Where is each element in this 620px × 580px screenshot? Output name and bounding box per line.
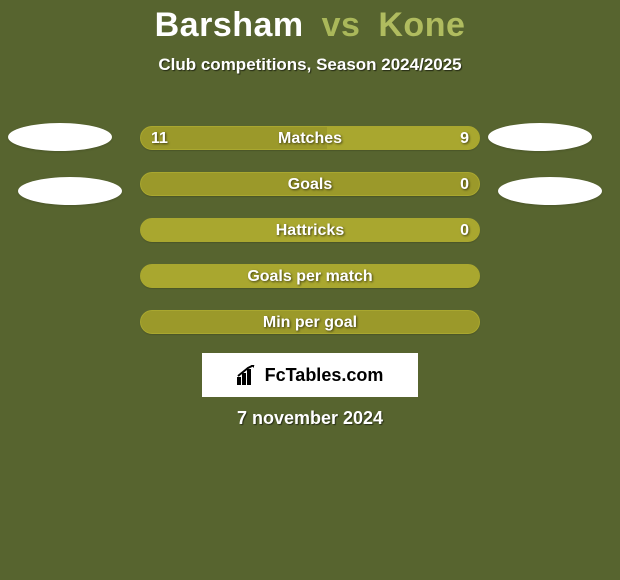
team-oval (8, 123, 112, 151)
stat-value-left: 11 (141, 127, 178, 150)
player1-name: Barsham (155, 6, 304, 44)
stat-value-right: 9 (450, 127, 479, 150)
stat-label: Matches (141, 127, 479, 150)
stat-label: Hattricks (141, 219, 479, 242)
stat-row: Matches11 9 (140, 126, 480, 150)
stats-comparison-card: Barsham vs Kone Club competitions, Seaso… (0, 0, 620, 580)
stat-label: Goals (141, 173, 479, 196)
player2-name: Kone (378, 6, 465, 44)
stat-row: Hattricks0 (140, 218, 480, 242)
stat-row: Goals per match (140, 264, 480, 288)
page-title: Barsham vs Kone (0, 0, 620, 45)
team-oval (488, 123, 592, 151)
stat-rows: Matches119Goals0Hattricks0Goals per matc… (140, 126, 480, 356)
team-oval (18, 177, 122, 205)
vs-separator: vs (322, 6, 361, 44)
brand-text: FcTables.com (265, 365, 384, 386)
date-text: 7 november 2024 (0, 408, 620, 429)
stat-row: Min per goal (140, 310, 480, 334)
stat-row: Goals0 (140, 172, 480, 196)
stat-label: Min per goal (141, 311, 479, 334)
brand-chart-icon (237, 365, 259, 385)
brand-badge: FcTables.com (202, 353, 418, 397)
subtitle: Club competitions, Season 2024/2025 (0, 55, 620, 75)
team-oval (498, 177, 602, 205)
stat-label: Goals per match (141, 265, 479, 288)
stat-value-right: 0 (450, 219, 479, 242)
stat-value-right: 0 (450, 173, 479, 196)
